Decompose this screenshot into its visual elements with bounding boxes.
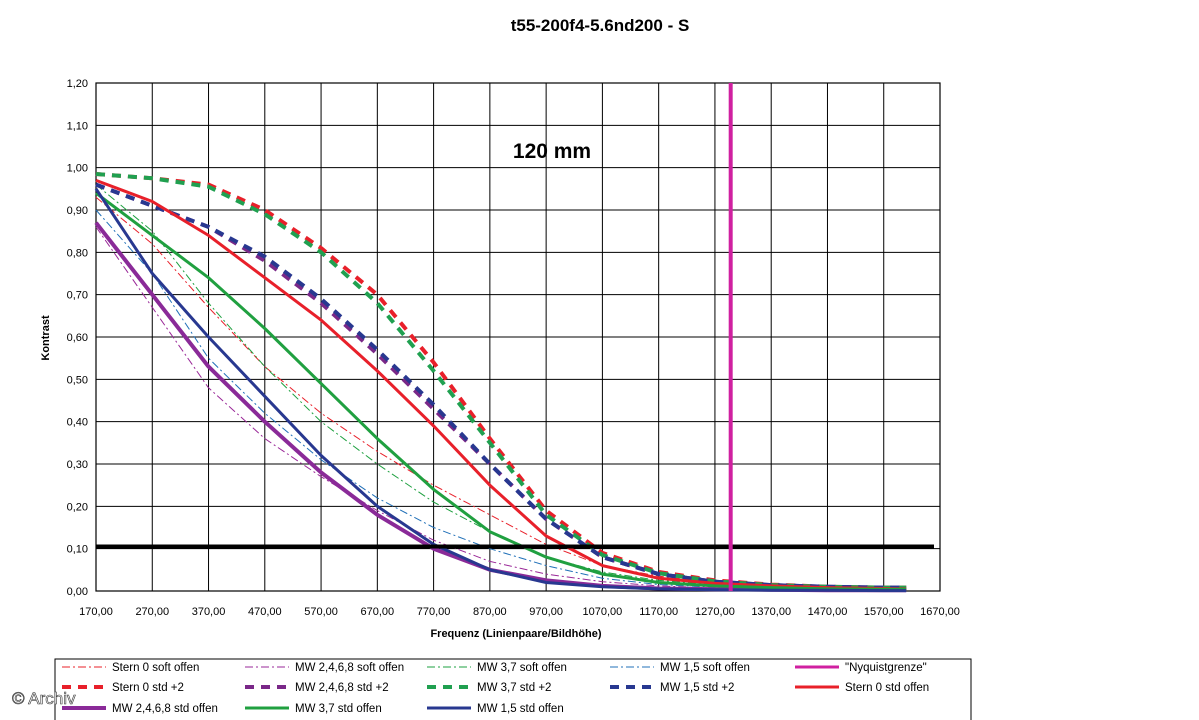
legend-label: Stern 0 soft offen	[112, 662, 199, 674]
x-tick-label: 1470,00	[808, 606, 848, 618]
legend-label: MW 1,5 soft offen	[660, 662, 750, 674]
legend-label: MW 2,4,6,8 soft offen	[295, 662, 404, 674]
x-tick-label: 1170,00	[639, 606, 678, 618]
y-tick-label: 0,00	[67, 586, 88, 598]
y-tick-label: 0,50	[67, 374, 88, 386]
legend: Stern 0 soft offen MW 2,4,6,8 soft offen M…	[54, 658, 972, 720]
y-tick-label: 0,80	[67, 247, 88, 259]
x-axis-label: Frequenz (Linienpaare/Bildhöhe)	[430, 628, 601, 640]
x-tick-label: 170,00	[79, 606, 113, 618]
overlay-lines	[96, 83, 934, 591]
x-tick-label: 370,00	[192, 606, 226, 618]
legend-label: MW 2,4,6,8 std +2	[295, 682, 389, 694]
legend-label: "Nyquistgrenze"	[845, 662, 927, 674]
x-tick-label: 270,00	[135, 606, 169, 618]
y-tick-label: 0,30	[67, 459, 88, 471]
x-tick-label: 1570,00	[864, 606, 904, 618]
series-layer	[94, 172, 907, 593]
series-line-mw-3-7-std-2	[95, 172, 907, 590]
x-tick-label: 670,00	[361, 606, 395, 618]
y-tick-label: 0,10	[67, 544, 88, 556]
legend-label: MW 1,5 std +2	[660, 682, 734, 694]
x-tick-label: 1370,00	[751, 606, 791, 618]
legend-label: Stern 0 std +2	[112, 682, 184, 694]
y-tick-label: 1,00	[67, 163, 88, 175]
tick-labels: 170,00 270,00 370,00 470,00 570,00 670,00 770,…	[67, 78, 960, 618]
x-tick-label: 770,00	[417, 606, 451, 618]
legend-label: MW 1,5 std offen	[477, 703, 564, 715]
x-tick-label: 970,00	[529, 606, 563, 618]
y-tick-label: 0,40	[67, 417, 88, 429]
legend-label: MW 3,7 std +2	[477, 682, 551, 694]
y-tick-label: 0,70	[67, 290, 88, 302]
y-tick-label: 0,90	[67, 205, 88, 217]
y-tick-label: 0,60	[67, 332, 88, 344]
y-tick-label: 1,20	[67, 78, 88, 90]
watermark: © Archiv	[12, 689, 76, 708]
focal-length-annotation: 120 mm	[513, 140, 591, 163]
legend-box	[54, 658, 972, 720]
x-tick-label: 1070,00	[583, 606, 623, 618]
series-line-mw-3-7-std-offen	[95, 191, 907, 591]
x-tick-label: 470,00	[248, 606, 282, 618]
x-tick-label: 570,00	[304, 606, 338, 618]
x-tick-label: 870,00	[473, 606, 507, 618]
chart-title: t55-200f4-5.6nd200 - S	[511, 16, 690, 35]
legend-label: Stern 0 std offen	[845, 682, 929, 694]
series-line-stern-0-soft-offen	[95, 196, 907, 590]
y-axis-label: Kontrast	[40, 315, 52, 361]
legend-label: MW 3,7 std offen	[295, 703, 382, 715]
series-line-mw-1-5-std-offen	[94, 187, 907, 593]
legend-label: MW 2,4,6,8 std offen	[112, 703, 218, 715]
series-line-stern-0-std-2	[95, 172, 907, 590]
x-tick-label: 1270,00	[695, 606, 735, 618]
y-tick-label: 0,20	[67, 501, 88, 513]
x-tick-label: 1670,00	[920, 606, 960, 618]
legend-label: MW 3,7 soft offen	[477, 662, 567, 674]
y-tick-label: 1,10	[67, 120, 88, 132]
